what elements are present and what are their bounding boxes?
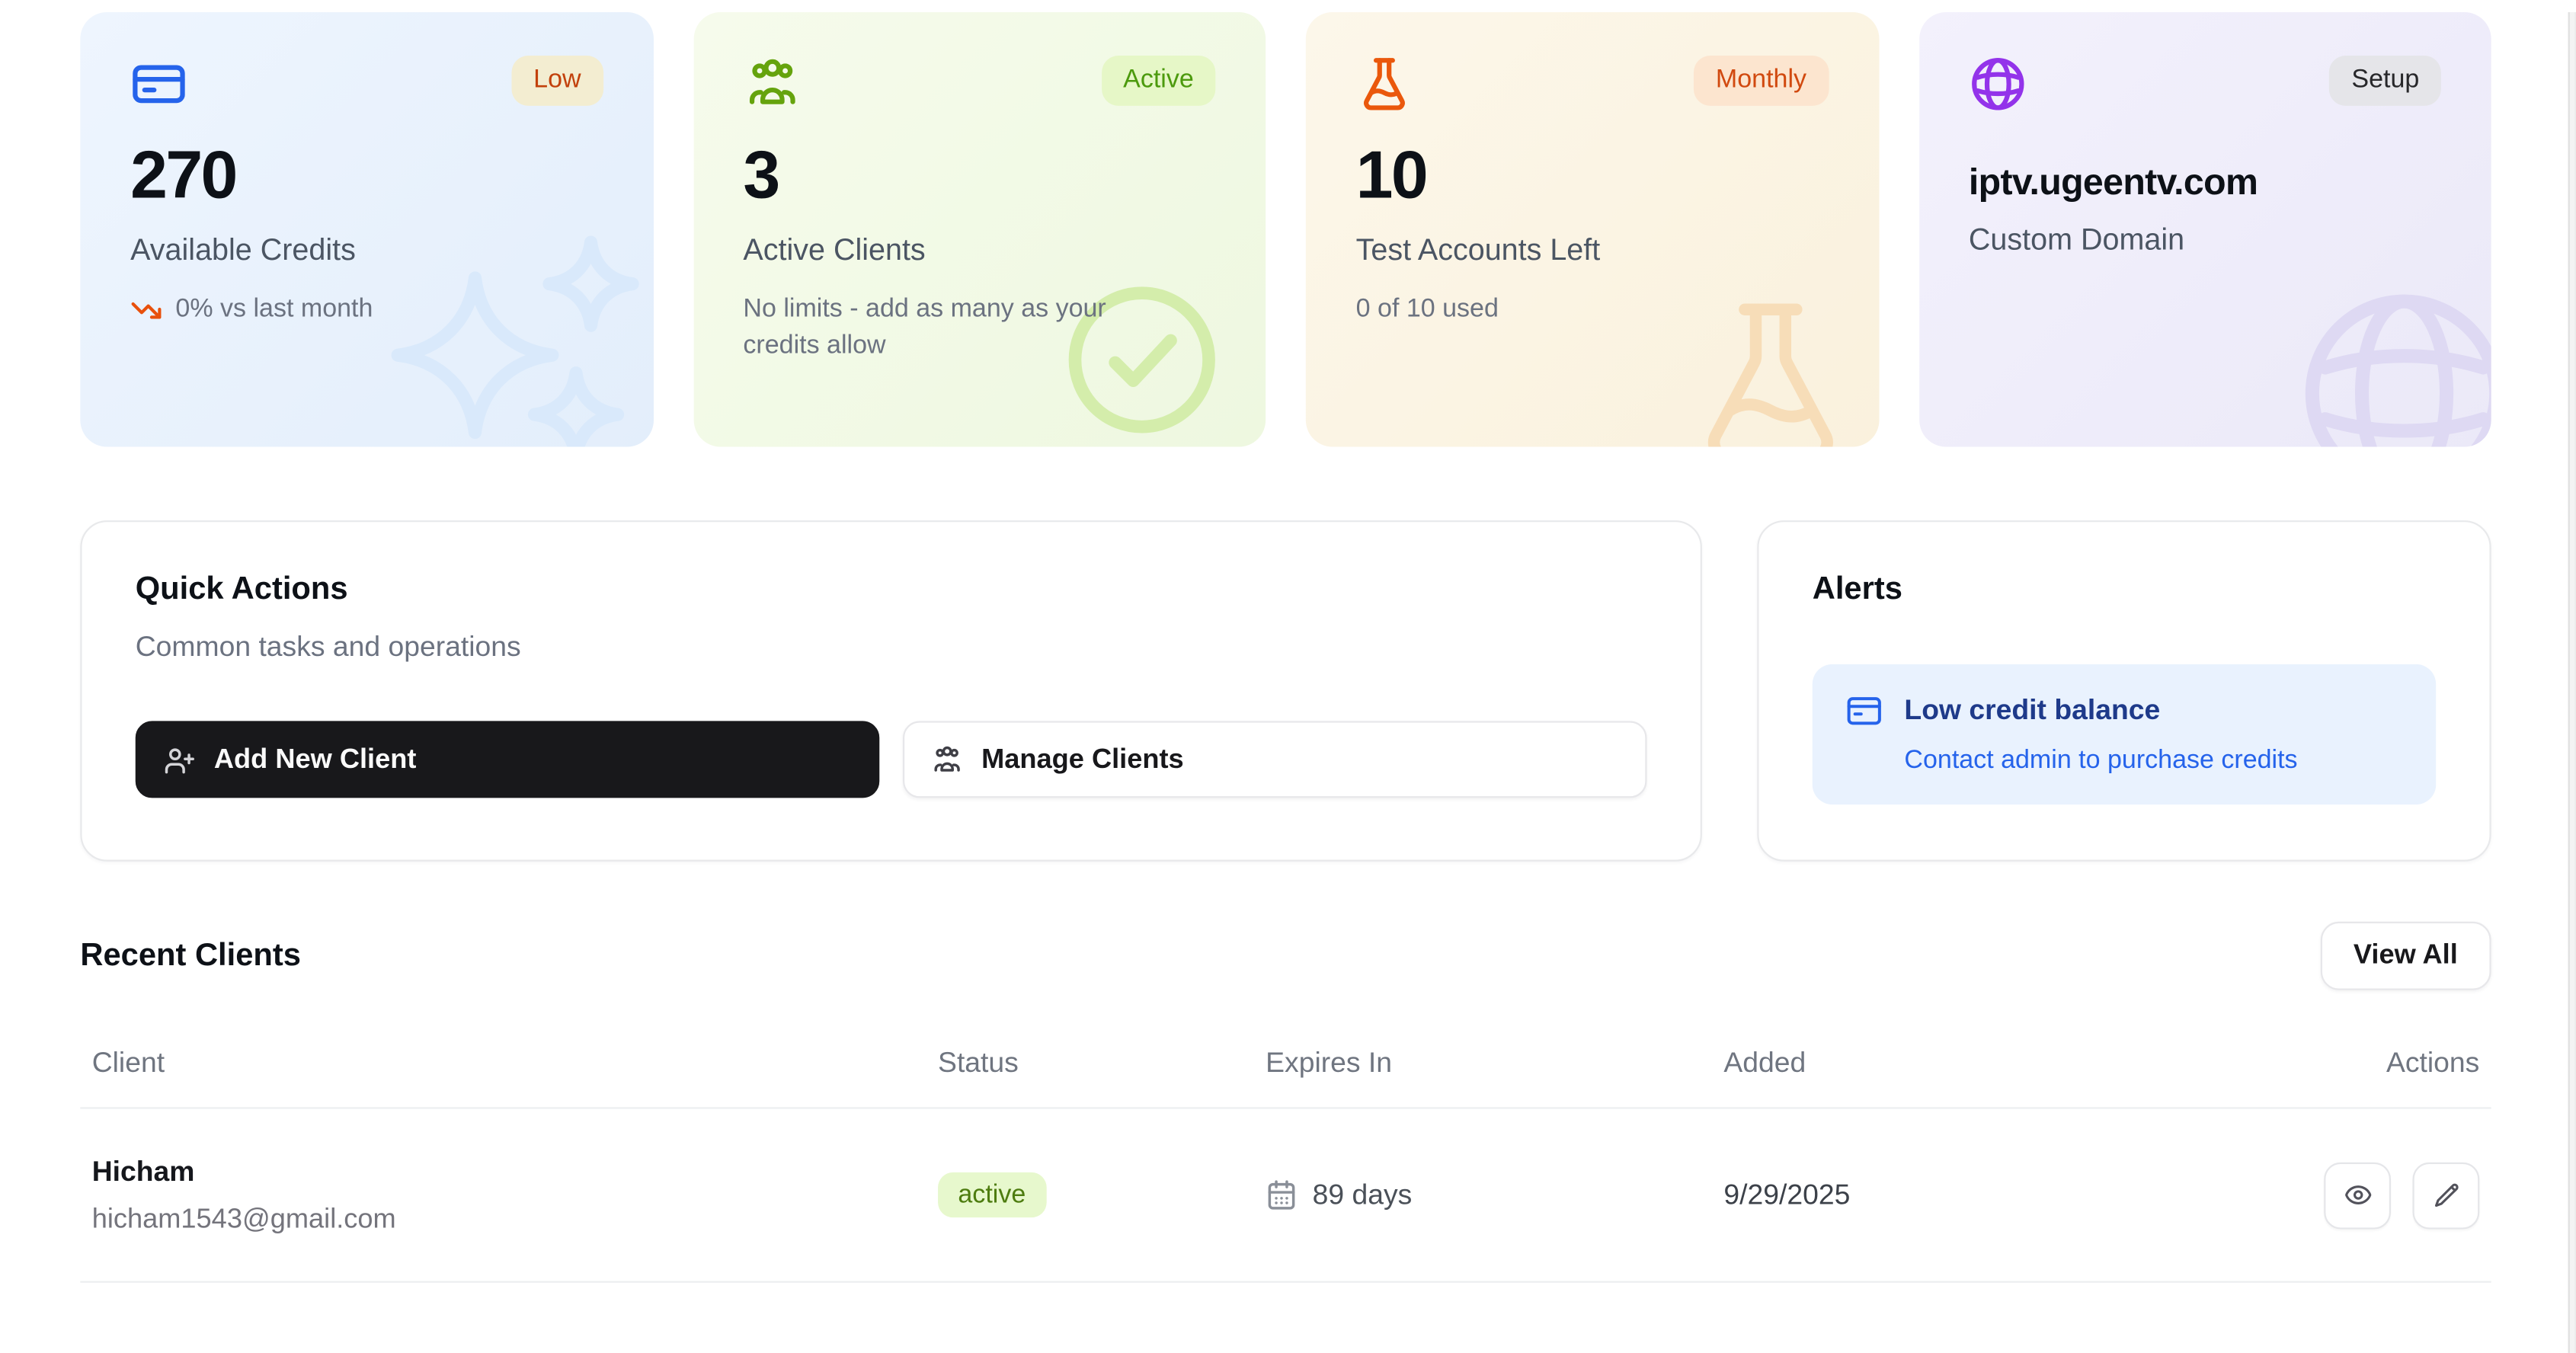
globe-watermark-icon: [2294, 283, 2491, 447]
users-icon: [743, 56, 800, 113]
test-accounts-card-top: Monthly: [1356, 56, 1829, 113]
credits-trend: 0% vs last month: [130, 291, 603, 328]
eye-icon: [2343, 1181, 2371, 1209]
test-accounts-value: 10: [1355, 139, 1429, 213]
active-clients-label: Active Clients: [743, 232, 926, 267]
credit-card-icon: [1846, 692, 1883, 729]
low-credit-alert: Low credit balance Contact admin to purc…: [1812, 664, 2437, 805]
recent-clients-table: Client Status Expires In Added Actions H…: [80, 1020, 2491, 1283]
add-new-client-button[interactable]: Add New Client: [135, 721, 880, 798]
expires-text: 89 days: [1312, 1178, 1413, 1211]
recent-clients-title: Recent Clients: [80, 937, 301, 973]
view-client-button[interactable]: [2324, 1161, 2391, 1229]
user-plus-icon: [164, 744, 196, 776]
active-clients-badge: Active: [1101, 56, 1216, 107]
status-badge: active: [938, 1172, 1046, 1218]
test-accounts-label: Test Accounts Left: [1355, 232, 1601, 267]
status-cell: active: [938, 1172, 1266, 1218]
credits-value: 270: [130, 139, 238, 213]
alerts-title: Alerts: [1812, 572, 1902, 608]
view-all-button[interactable]: View All: [2320, 921, 2491, 990]
active-clients-description: No limits - add as many as your credits …: [743, 294, 1106, 360]
flask-icon: [1356, 56, 1413, 113]
stats-row: Low 270 Available Credits 0% vs last mon…: [80, 12, 2491, 447]
edit-client-button[interactable]: [2412, 1161, 2480, 1229]
actions-cell: [2192, 1161, 2480, 1229]
client-email: hicham1543@gmail.com: [91, 1203, 396, 1234]
globe-icon: [1969, 56, 2026, 113]
test-accounts-card: Monthly 10 Test Accounts Left 0 of 10 us…: [1305, 12, 1879, 447]
users-icon: [931, 744, 963, 776]
custom-domain-card: Setup iptv.ugeentv.com Custom Domain: [1918, 12, 2491, 447]
add-new-client-label: Add New Client: [213, 744, 417, 774]
credits-badge: Low: [511, 56, 603, 107]
contact-admin-link[interactable]: Contact admin to purchase credits: [1904, 746, 2298, 775]
custom-domain-badge: Setup: [2329, 56, 2441, 107]
low-credit-alert-head: Low credit balance: [1846, 692, 2403, 729]
manage-clients-label: Manage Clients: [981, 744, 1184, 774]
quick-actions-title: Quick Actions: [135, 572, 348, 608]
added-cell: 9/29/2025: [1723, 1178, 1851, 1211]
credits-card: Low 270 Available Credits 0% vs last mon…: [80, 12, 653, 447]
test-accounts-badge: Monthly: [1694, 56, 1829, 107]
custom-domain-label: Custom Domain: [1968, 222, 2185, 257]
credits-label: Available Credits: [130, 232, 356, 267]
column-header-expires: Expires In: [1266, 1047, 1393, 1080]
low-credit-alert-title: Low credit balance: [1904, 694, 2161, 727]
table-row: Hicham hicham1543@gmail.com active 89 da…: [80, 1109, 2491, 1283]
quick-actions-subtitle: Common tasks and operations: [135, 630, 521, 663]
active-clients-value: 3: [743, 139, 780, 213]
credits-trend-text: 0% vs last month: [175, 294, 373, 324]
credits-card-top: Low: [130, 56, 603, 113]
page-scrollbar[interactable]: [2568, 12, 2576, 1353]
custom-domain-value: iptv.ugeentv.com: [1968, 161, 2258, 203]
dashboard-page: Low 270 Available Credits 0% vs last mon…: [0, 12, 2576, 1353]
column-header-added: Added: [1723, 1047, 1806, 1080]
custom-domain-card-top: Setup: [1969, 56, 2441, 113]
active-clients-card-top: Active: [743, 56, 1216, 113]
expires-cell: 89 days: [1266, 1179, 1723, 1212]
column-header-client: Client: [91, 1047, 165, 1080]
calendar-icon: [1266, 1179, 1298, 1211]
credit-card-icon: [130, 56, 187, 113]
test-accounts-description: 0 of 10 used: [1355, 294, 1499, 324]
client-name: Hicham: [91, 1154, 195, 1187]
quick-actions-buttons: Add New Client Manage Clients: [135, 721, 1647, 798]
manage-clients-button[interactable]: Manage Clients: [902, 721, 1647, 798]
active-clients-card: Active 3 Active Clients No limits - add …: [693, 12, 1266, 447]
quick-actions-panel: Quick Actions Common tasks and operation…: [80, 520, 1702, 862]
recent-clients-header: Recent Clients View All: [80, 921, 2491, 990]
alerts-panel: Alerts Low credit balance Contact admin …: [1757, 520, 2491, 862]
column-header-status: Status: [938, 1047, 1019, 1080]
column-header-actions: Actions: [2386, 1047, 2480, 1080]
pencil-icon: [2432, 1181, 2460, 1209]
table-header-row: Client Status Expires In Added Actions: [80, 1020, 2491, 1109]
middle-row: Quick Actions Common tasks and operation…: [80, 520, 2491, 862]
client-cell: Hicham hicham1543@gmail.com: [92, 1155, 938, 1235]
trending-down-icon: [130, 294, 162, 326]
